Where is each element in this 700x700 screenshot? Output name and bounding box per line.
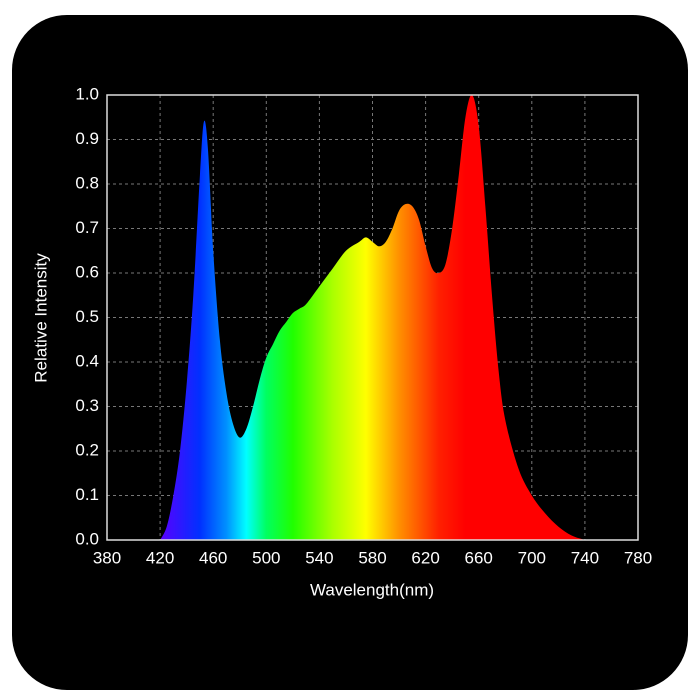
y-tick-label: 0.0: [75, 529, 99, 548]
y-tick-label: 0.3: [75, 396, 99, 415]
y-tick-label: 0.4: [75, 351, 99, 370]
x-tick-label: 540: [305, 548, 333, 567]
labels: 0.0 0.1 0.2 0.3 0.4 0.5 0.6 0.7 0.8 0.9 1.0 380 420 4…: [75, 84, 652, 567]
plot-frame: [106, 94, 639, 541]
y-tick-label: 0.6: [75, 262, 99, 281]
y-axis-label: Relative Intensity: [31, 253, 50, 383]
x-tick-label: 700: [518, 548, 546, 567]
x-tick-label: 740: [571, 548, 599, 567]
y-tick-label: 0.1: [75, 485, 99, 504]
x-tick-label: 660: [465, 548, 493, 567]
x-tick-label: 420: [146, 548, 174, 567]
x-tick-label: 580: [358, 548, 386, 567]
y-tick-label: 0.5: [75, 307, 99, 326]
marks: [160, 94, 585, 540]
y-tick-label: 0.9: [75, 129, 99, 148]
x-tick-label: 500: [252, 548, 280, 567]
y-tick-label: 1.0: [75, 84, 99, 103]
x-tick-label: 620: [411, 548, 439, 567]
spectrum-area: [160, 94, 585, 540]
y-tick-label: 0.8: [75, 173, 99, 192]
y-tick-label: 0.2: [75, 440, 99, 459]
y-tick-label: 0.7: [75, 218, 99, 237]
x-tick-label: 380: [93, 548, 121, 567]
x-axis-label: Wavelength(nm): [310, 580, 434, 599]
x-tick-label: 460: [199, 548, 227, 567]
x-tick-label: 780: [624, 548, 652, 567]
